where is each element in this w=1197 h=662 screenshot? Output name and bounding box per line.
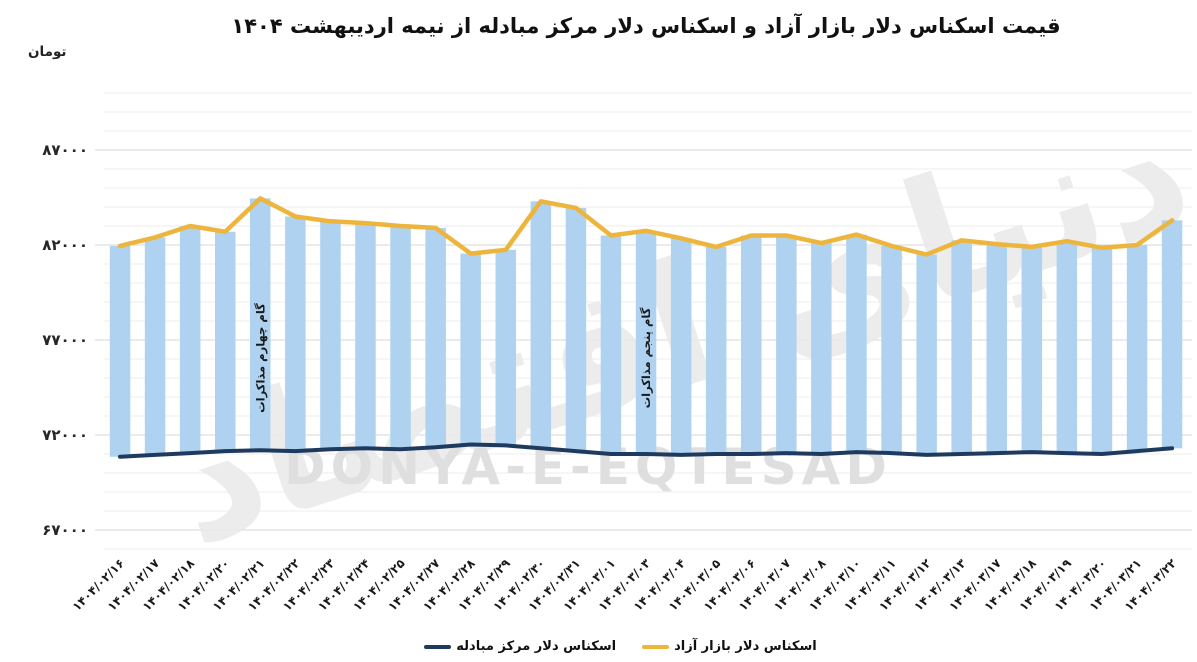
azad-line bbox=[117, 196, 1175, 257]
y-tick-label: ۷۷۰۰۰ bbox=[42, 331, 88, 349]
range-bar bbox=[1091, 247, 1113, 454]
range-bar bbox=[495, 249, 516, 446]
range-bar bbox=[600, 235, 622, 454]
mobadele-line bbox=[118, 442, 1175, 459]
range-bar bbox=[670, 238, 692, 455]
annotation-label: گام پنجم مذاکرات bbox=[639, 307, 653, 408]
legend-label-azad: اسکناس دلار بازار آزاد bbox=[674, 639, 817, 654]
legend-label-mobadele: اسکناس دلار مرکز مبادله bbox=[456, 639, 617, 654]
range-bar bbox=[881, 245, 902, 453]
legend-swatch-mobadele-line bbox=[424, 644, 452, 649]
y-tick-label: ۸۷۰۰۰ bbox=[42, 141, 88, 159]
range-bar bbox=[530, 201, 552, 449]
range-bar bbox=[109, 245, 131, 457]
legend-swatch-azad-line bbox=[642, 644, 670, 649]
range-bar bbox=[565, 207, 587, 452]
range-bar bbox=[986, 244, 1007, 454]
range-bar bbox=[355, 223, 376, 449]
y-tick-label: ۸۲۰۰۰ bbox=[42, 236, 88, 254]
range-bar bbox=[425, 227, 446, 448]
legend-item-mobadele: اسکناس دلار مرکز مبادله bbox=[424, 639, 616, 654]
range-bar bbox=[285, 216, 306, 452]
range-bar bbox=[144, 237, 166, 455]
range-bar bbox=[320, 221, 341, 450]
annotation-label: گام چهارم مذاکرات bbox=[253, 303, 267, 413]
range-bar bbox=[846, 234, 867, 453]
range-bar bbox=[705, 246, 727, 454]
range-bar bbox=[250, 198, 271, 451]
range-bar bbox=[916, 254, 937, 455]
chart-title: قیمت اسکناس دلار بازار آزاد و اسکناس دلا… bbox=[231, 14, 1061, 38]
y-axis-unit-label: تومان bbox=[28, 44, 67, 60]
range-bar bbox=[179, 226, 201, 454]
y-tick-label: ۶۷۰۰۰ bbox=[42, 521, 88, 539]
range-bar bbox=[951, 240, 972, 455]
chart-legend: اسکناس دلار مرکز مبادله اسکناس دلار بازا… bbox=[22, 639, 1197, 654]
range-bar bbox=[1161, 220, 1183, 449]
range-bar bbox=[1126, 245, 1148, 452]
legend-item-azad: اسکناس دلار بازار آزاد bbox=[642, 639, 817, 654]
y-tick-label: ۷۲۰۰۰ bbox=[42, 426, 88, 444]
range-bar bbox=[741, 235, 762, 454]
range-bar bbox=[215, 231, 236, 452]
range-bar bbox=[776, 235, 797, 454]
range-bar bbox=[811, 243, 832, 454]
range-bar bbox=[1021, 246, 1043, 453]
range-bar bbox=[635, 230, 657, 455]
range-bar bbox=[390, 226, 411, 450]
range-bar bbox=[460, 253, 481, 445]
range-bar bbox=[1056, 241, 1078, 454]
